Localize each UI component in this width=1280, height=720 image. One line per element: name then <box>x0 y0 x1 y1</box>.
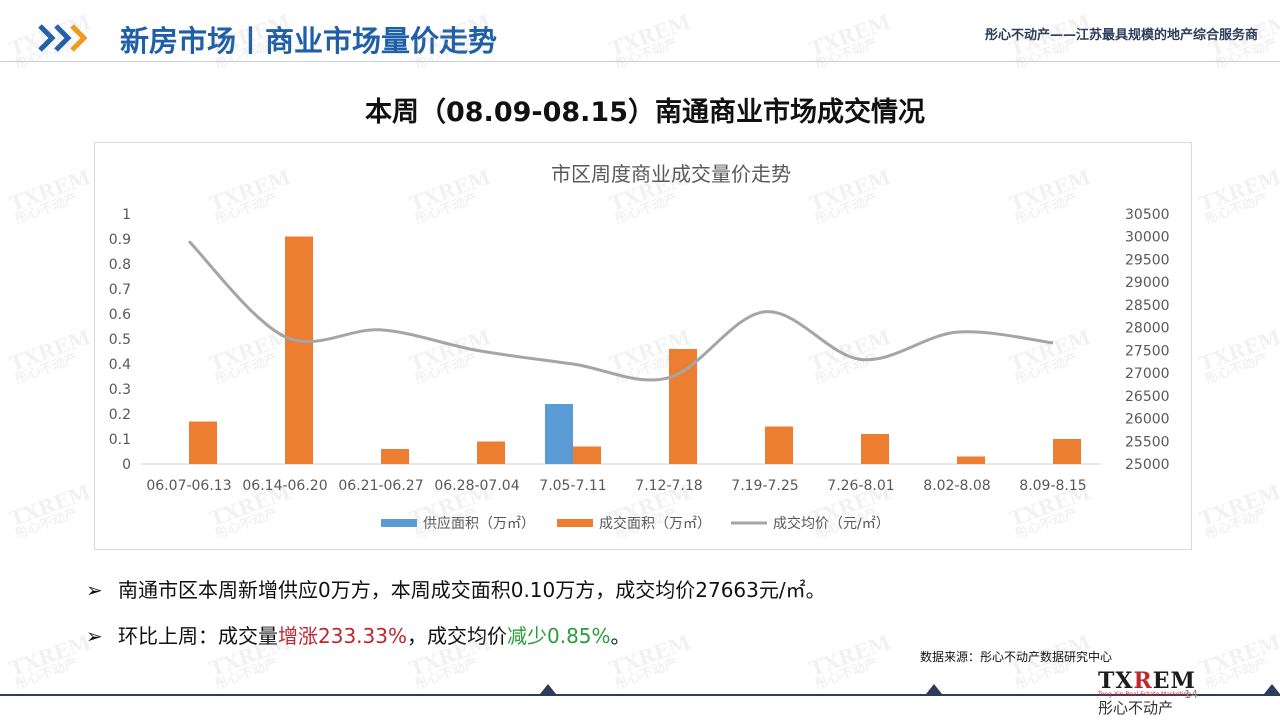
y-right-tick: 30000 <box>1125 230 1170 246</box>
bar-deal <box>573 446 601 464</box>
x-tick-label: 8.02-8.08 <box>923 478 990 494</box>
logo: TXREM <box>1098 668 1196 694</box>
legend-label-supply: 供应面积（万㎡） <box>423 515 535 532</box>
bar-deal <box>285 236 313 464</box>
bullet-compare: ➢ 环比上周：成交量增涨233.33%，成交均价减少0.85%。 <box>86 620 631 649</box>
y-left-tick: 1 <box>122 207 131 223</box>
x-tick-label: 06.14-06.20 <box>242 478 327 494</box>
page-number: 14 <box>1184 688 1198 701</box>
section-title: 新房市场丨商业市场量价走势 <box>120 24 498 58</box>
y-right-tick: 29500 <box>1125 252 1170 268</box>
logo-tagline: Tong Xin Real Estate Marketing <box>1098 691 1191 698</box>
price-change: 减少0.85% <box>506 624 611 648</box>
y-left-tick: 0.4 <box>109 357 131 373</box>
footer-triangle-icon <box>540 684 556 694</box>
header-divider <box>0 61 1280 62</box>
x-tick-label: 7.19-7.25 <box>731 478 798 494</box>
bar-deal <box>1053 439 1081 464</box>
bar-deal <box>765 426 793 464</box>
y-left-tick: 0.9 <box>109 232 131 248</box>
y-left-tick: 0.5 <box>109 332 131 348</box>
footer-divider <box>0 694 1280 696</box>
y-right-tick: 28000 <box>1125 321 1170 337</box>
bullet-arrow-icon: ➢ <box>86 624 103 648</box>
y-left-tick: 0.7 <box>109 282 131 298</box>
y-right-tick: 26000 <box>1125 412 1170 428</box>
logo-chinese: 彤心不动产 <box>1098 699 1174 717</box>
x-tick-label: 7.05-7.11 <box>539 478 606 494</box>
bar-deal <box>189 421 217 464</box>
bar-deal <box>669 349 697 464</box>
legend-swatch-deal <box>557 519 593 527</box>
price-volume-chart: 市区周度商业成交量价走势 0 0.1 0.2 0.3 0.4 0.5 0.6 0.7 0.8 0.9… <box>109 162 1170 532</box>
page-title: 本周（08.09-08.15）南通商业市场成交情况 <box>364 97 925 128</box>
y-left-tick: 0.1 <box>109 432 131 448</box>
compare-prefix: 环比上周：成交量 <box>118 624 278 648</box>
x-tick-label: 06.21-06.27 <box>338 478 423 494</box>
y-left-tick: 0 <box>122 457 131 473</box>
y-left-tick: 0.8 <box>109 257 131 273</box>
bar-deal <box>477 441 505 464</box>
y-left-tick: 0.6 <box>109 307 131 323</box>
chart-title: 市区周度商业成交量价走势 <box>551 162 791 186</box>
footer-triangle-icon <box>926 684 942 694</box>
header: 新房市场丨商业市场量价走势 彤心不动产——江苏最具规模的地产综合服务商 <box>0 0 1280 80</box>
compare-end: 。 <box>610 624 631 648</box>
bar-deal <box>957 456 985 464</box>
legend-swatch-supply <box>381 519 417 527</box>
y-right-tick: 25500 <box>1125 434 1170 450</box>
legend-label-price: 成交均价（元/㎡） <box>773 515 890 532</box>
y-right-tick: 29000 <box>1125 275 1170 291</box>
y-right-tick: 27500 <box>1125 343 1170 359</box>
footer-triangle-icon <box>1264 684 1280 694</box>
x-tick-label: 8.09-8.15 <box>1019 478 1086 494</box>
y-right-tick: 25000 <box>1125 457 1170 473</box>
x-tick-label: 7.26-8.01 <box>827 478 894 494</box>
company-tagline: 彤心不动产——江苏最具规模的地产综合服务商 <box>984 28 1258 43</box>
volume-change: 增涨233.33% <box>278 624 407 648</box>
x-tick-label: 06.07-06.13 <box>146 478 231 494</box>
bullet-summary-text: 南通市区本周新增供应0万方，本周成交面积0.10万方，成交均价27663元/㎡。 <box>118 578 826 602</box>
y-right-tick: 26500 <box>1125 389 1170 405</box>
chevrons-icon <box>38 24 88 52</box>
x-tick-label: 06.28-07.04 <box>434 478 519 494</box>
line-price <box>187 240 1054 382</box>
x-tick-label: 7.12-7.18 <box>635 478 702 494</box>
source-note: 数据来源：彤心不动产数据研究中心 <box>920 650 1113 664</box>
legend-label-deal: 成交面积（万㎡） <box>599 515 711 532</box>
y-right-tick: 30500 <box>1125 207 1170 223</box>
compare-mid: ，成交均价 <box>406 624 507 648</box>
bar-deal <box>861 434 889 464</box>
y-right-tick: 28500 <box>1125 298 1170 314</box>
y-left-tick: 0.2 <box>109 407 131 423</box>
y-right-tick: 27000 <box>1125 366 1170 382</box>
bar-supply <box>545 404 573 464</box>
y-left-tick: 0.3 <box>109 382 131 398</box>
bullet-arrow-icon: ➢ <box>86 578 103 602</box>
bullet-summary: ➢ 南通市区本周新增供应0万方，本周成交面积0.10万方，成交均价27663元/㎡… <box>86 574 826 603</box>
bar-deal <box>381 449 409 464</box>
chart-frame: 市区周度商业成交量价走势 0 0.1 0.2 0.3 0.4 0.5 0.6 0.7 0.8 0.9… <box>94 142 1192 550</box>
